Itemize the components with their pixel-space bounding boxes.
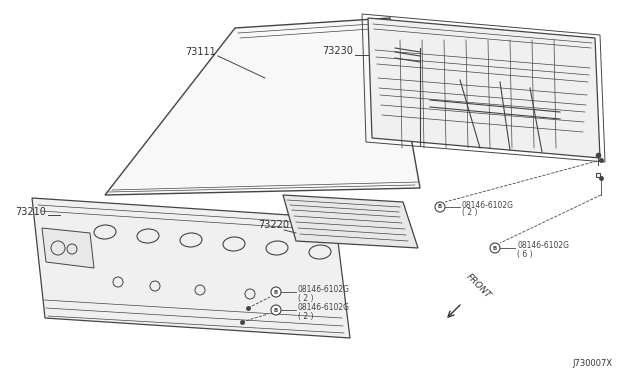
Text: ( 2 ): ( 2 ) — [462, 208, 477, 218]
Text: B: B — [493, 246, 497, 250]
Polygon shape — [105, 18, 420, 195]
Text: 73111: 73111 — [185, 47, 216, 57]
Text: B: B — [438, 205, 442, 209]
Text: 08146-6102G: 08146-6102G — [298, 304, 350, 312]
Polygon shape — [32, 198, 350, 338]
Text: ( 6 ): ( 6 ) — [517, 250, 532, 259]
Circle shape — [435, 202, 445, 212]
Circle shape — [271, 287, 281, 297]
Text: 08146-6102G: 08146-6102G — [462, 201, 514, 209]
Text: B: B — [274, 308, 278, 312]
Text: 08146-6102G: 08146-6102G — [298, 285, 350, 295]
Circle shape — [490, 243, 500, 253]
Text: FRONT: FRONT — [464, 272, 492, 300]
Circle shape — [271, 305, 281, 315]
Text: 73210: 73210 — [15, 207, 46, 217]
Text: B: B — [274, 289, 278, 295]
Text: J730007X: J730007X — [572, 359, 612, 368]
Text: ( 2 ): ( 2 ) — [298, 294, 314, 302]
Polygon shape — [368, 18, 600, 158]
Polygon shape — [283, 195, 418, 248]
Polygon shape — [42, 228, 94, 268]
Text: 73220: 73220 — [258, 220, 289, 230]
Text: 08146-6102G: 08146-6102G — [517, 241, 569, 250]
Text: ( 2 ): ( 2 ) — [298, 311, 314, 321]
Text: 73230: 73230 — [322, 46, 353, 56]
